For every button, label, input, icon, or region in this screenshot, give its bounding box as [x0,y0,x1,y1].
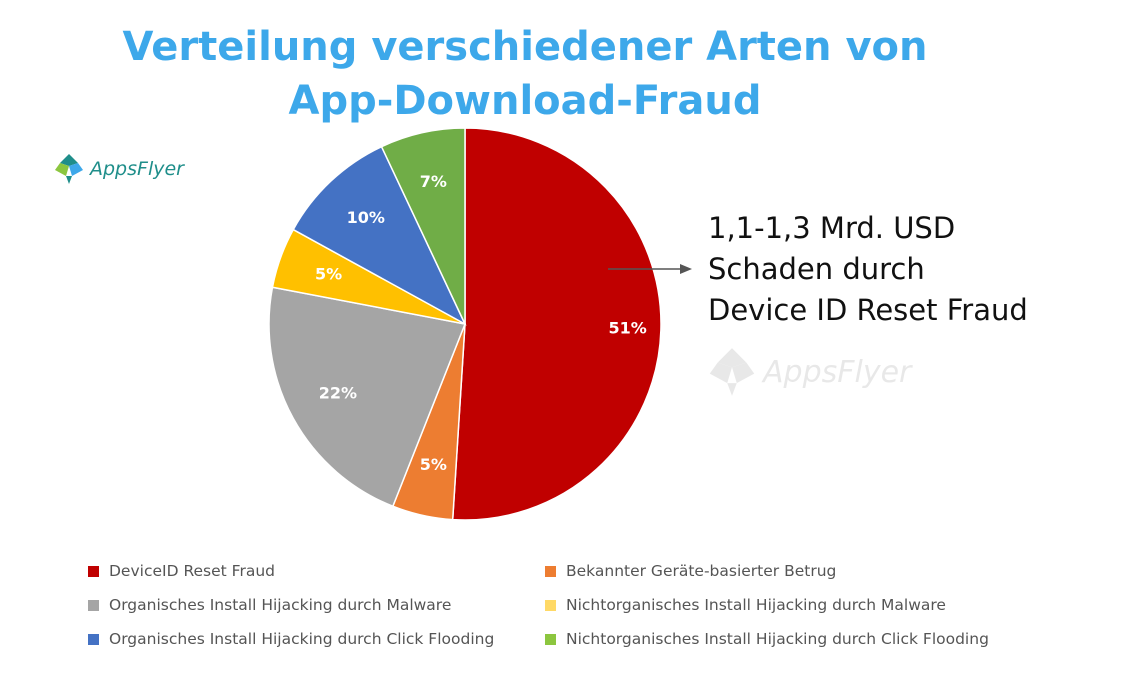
appsflyer-logo-text: AppsFlyer [90,158,184,180]
legend-item: Organisches Install Hijacking durch Clic… [88,630,494,648]
appsflyer-watermark: AppsFlyer [705,345,911,399]
damage-annotation: 1,1-1,3 Mrd. USD Schaden durch Device ID… [708,208,1028,331]
legend-swatch [545,633,556,645]
legend-label: Organisches Install Hijacking durch Clic… [109,630,495,648]
legend-swatch [545,599,556,611]
legend-swatch [88,565,99,577]
legend-item: DeviceID Reset Fraud [88,562,275,580]
pie-slice [268,286,467,508]
legend-label: Nichtorganisches Install Hijacking durch… [566,596,946,614]
appsflyer-logo-icon [55,154,83,184]
pie-slice [451,127,662,521]
annotation-line2: Schaden durch [708,252,925,286]
legend-label: Bekannter Geräte-basierter Betrug [566,562,837,580]
slice-label: 51% [608,319,646,338]
legend-swatch [545,565,556,577]
annotation-arrow [608,264,692,274]
appsflyer-watermark-icon [709,348,755,396]
slice-label: 10% [347,208,385,227]
arrow-head-icon [680,264,692,274]
legend-label: Organisches Install Hijacking durch Malw… [109,596,452,614]
annotation-line3: Device ID Reset Fraud [708,293,1028,327]
appsflyer-watermark-text: AppsFlyer [763,354,912,390]
annotation-line1: 1,1-1,3 Mrd. USD [708,211,956,245]
slice-label: 5% [420,455,447,474]
slice-label: 5% [315,264,342,283]
legend-item: Nichtorganisches Install Hijacking durch… [545,596,946,614]
legend-swatch [88,633,99,645]
legend-swatch [88,599,99,611]
slice-label: 7% [420,172,447,191]
legend-item: Bekannter Geräte-basierter Betrug [545,562,836,580]
pie-slice [380,127,466,325]
legend-label: Nichtorganisches Install Hijacking durch… [566,630,989,648]
legend-item: Nichtorganisches Install Hijacking durch… [545,630,989,648]
chart-title-line1: Verteilung verschiedener Arten von [122,24,928,70]
slice-label: 22% [319,383,357,402]
legend-item: Organisches Install Hijacking durch Malw… [88,596,451,614]
appsflyer-logo: AppsFlyer [52,152,184,186]
chart-title-line2: App-Download-Fraud [288,78,762,124]
legend-label: DeviceID Reset Fraud [109,562,275,580]
pie-slice [292,145,467,326]
